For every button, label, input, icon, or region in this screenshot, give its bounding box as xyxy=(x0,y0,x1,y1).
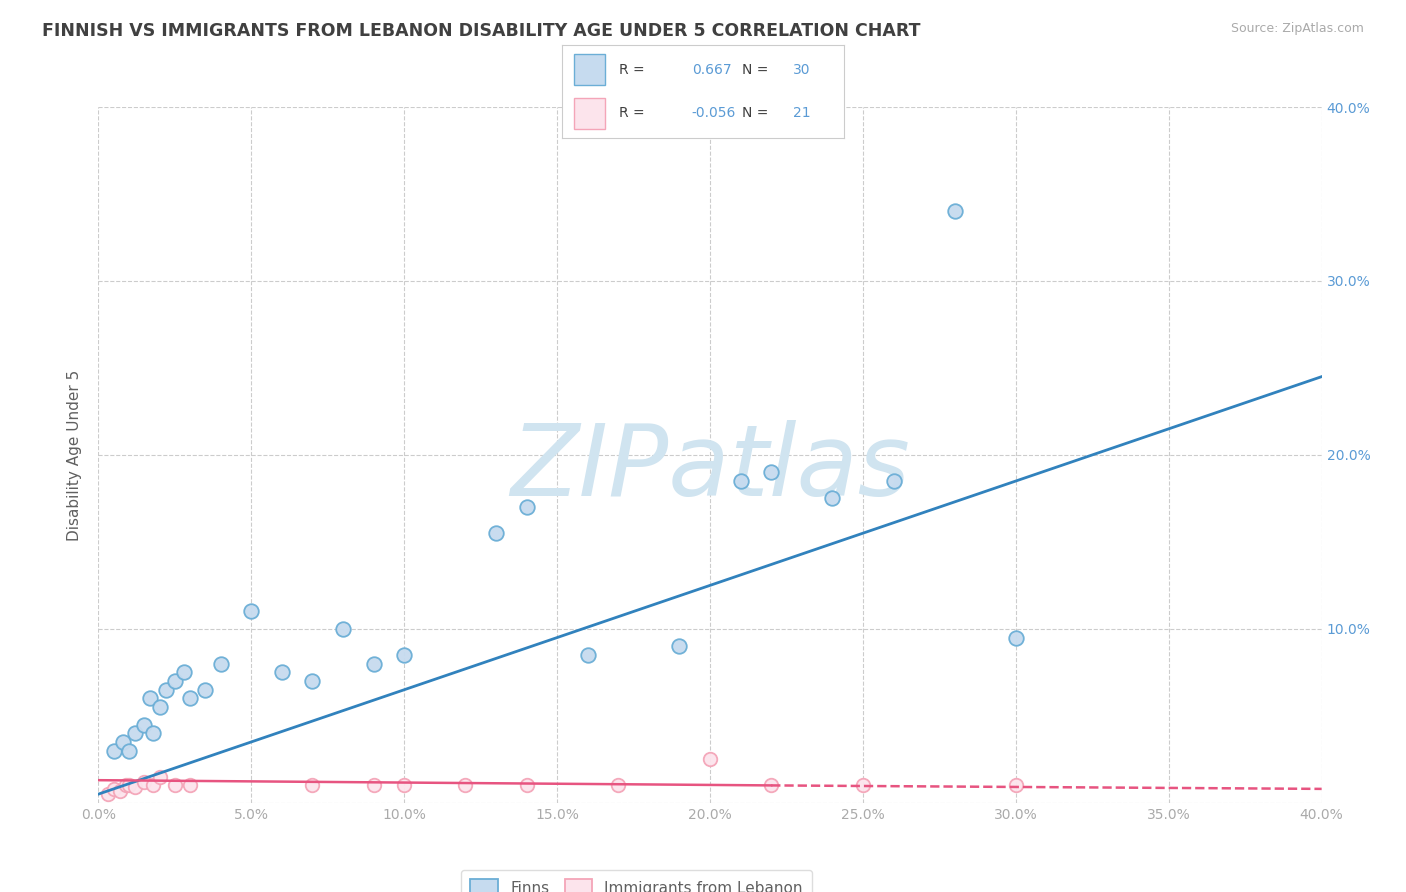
Point xyxy=(485,526,508,541)
Point xyxy=(134,775,156,789)
Point xyxy=(392,778,416,792)
Point xyxy=(111,735,134,749)
Point xyxy=(149,770,172,784)
Point xyxy=(139,691,162,706)
Text: 0.667: 0.667 xyxy=(692,63,731,77)
Point xyxy=(142,778,165,792)
Point xyxy=(194,682,217,697)
Text: -0.056: -0.056 xyxy=(692,106,737,120)
Point xyxy=(392,648,416,662)
Point xyxy=(149,700,172,714)
FancyBboxPatch shape xyxy=(574,54,605,85)
Point xyxy=(97,787,120,801)
Point xyxy=(730,474,752,488)
Point xyxy=(124,780,146,794)
Point xyxy=(173,665,195,680)
Point xyxy=(240,605,263,619)
Point xyxy=(115,778,138,792)
Point xyxy=(103,781,125,796)
Point xyxy=(179,691,201,706)
Point xyxy=(516,500,538,514)
Point xyxy=(108,783,131,797)
Point xyxy=(883,474,905,488)
Point xyxy=(943,204,966,219)
Point xyxy=(1004,778,1026,792)
Point xyxy=(576,648,599,662)
Point xyxy=(155,682,177,697)
Point xyxy=(759,778,782,792)
Text: N =: N = xyxy=(742,106,769,120)
Text: FINNISH VS IMMIGRANTS FROM LEBANON DISABILITY AGE UNDER 5 CORRELATION CHART: FINNISH VS IMMIGRANTS FROM LEBANON DISAB… xyxy=(42,22,921,40)
Point xyxy=(516,778,538,792)
Text: R =: R = xyxy=(619,63,644,77)
Point xyxy=(118,778,141,792)
FancyBboxPatch shape xyxy=(574,98,605,129)
Point xyxy=(118,744,141,758)
Y-axis label: Disability Age Under 5: Disability Age Under 5 xyxy=(67,369,83,541)
Legend: Finns, Immigrants from Lebanon: Finns, Immigrants from Lebanon xyxy=(461,870,813,892)
Point xyxy=(332,622,354,636)
Point xyxy=(759,466,782,480)
Point xyxy=(163,778,186,792)
Point xyxy=(1004,631,1026,645)
Point xyxy=(209,657,232,671)
Point xyxy=(142,726,165,740)
Point xyxy=(270,665,292,680)
Point xyxy=(301,674,323,689)
Point xyxy=(607,778,630,792)
Point xyxy=(103,744,125,758)
Point xyxy=(363,657,385,671)
Point xyxy=(699,752,721,766)
Text: 30: 30 xyxy=(793,63,810,77)
Text: R =: R = xyxy=(619,106,644,120)
Point xyxy=(179,778,201,792)
Point xyxy=(454,778,477,792)
Point xyxy=(668,639,690,653)
Point xyxy=(124,726,146,740)
Point xyxy=(821,491,844,506)
Text: N =: N = xyxy=(742,63,769,77)
Point xyxy=(301,778,323,792)
Point xyxy=(363,778,385,792)
Point xyxy=(134,717,156,731)
Point xyxy=(163,674,186,689)
Point xyxy=(852,778,875,792)
Text: Source: ZipAtlas.com: Source: ZipAtlas.com xyxy=(1230,22,1364,36)
Text: 21: 21 xyxy=(793,106,811,120)
Text: ZIPatlas: ZIPatlas xyxy=(510,420,910,517)
